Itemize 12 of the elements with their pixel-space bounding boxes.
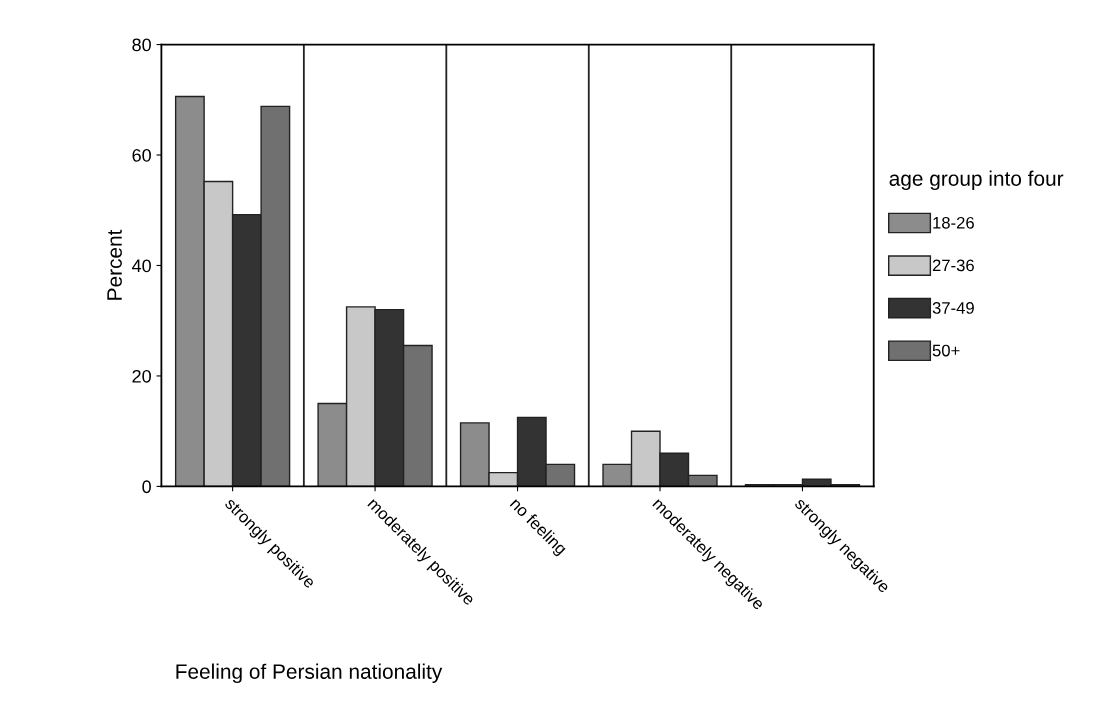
y-tick-label: 40 bbox=[132, 259, 151, 273]
y-tick-label: 60 bbox=[132, 148, 151, 162]
y-axis-title: Percent bbox=[107, 229, 122, 300]
x-axis-title: Feeling of Persian nationality bbox=[176, 663, 443, 684]
legend-label: 37-49 bbox=[932, 302, 974, 314]
y-tick-label: 20 bbox=[132, 369, 151, 383]
legend-label: 18-26 bbox=[933, 216, 974, 229]
y-tick-label: 0 bbox=[142, 480, 151, 494]
legend-label: 27-36 bbox=[932, 259, 974, 272]
legend-title: age group into four bbox=[889, 170, 1064, 191]
y-tick-label: 80 bbox=[132, 38, 151, 52]
legend-label: 50+ bbox=[932, 344, 960, 357]
